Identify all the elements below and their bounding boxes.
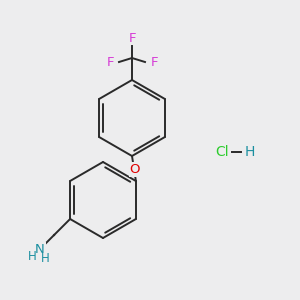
Text: N: N bbox=[35, 242, 45, 256]
Text: F: F bbox=[150, 56, 158, 68]
Text: O: O bbox=[129, 163, 140, 176]
Text: H: H bbox=[28, 250, 37, 263]
Text: H: H bbox=[245, 145, 255, 159]
Text: H: H bbox=[41, 251, 50, 265]
Text: Cl: Cl bbox=[215, 145, 229, 159]
Text: F: F bbox=[128, 32, 136, 44]
Text: F: F bbox=[106, 56, 114, 68]
